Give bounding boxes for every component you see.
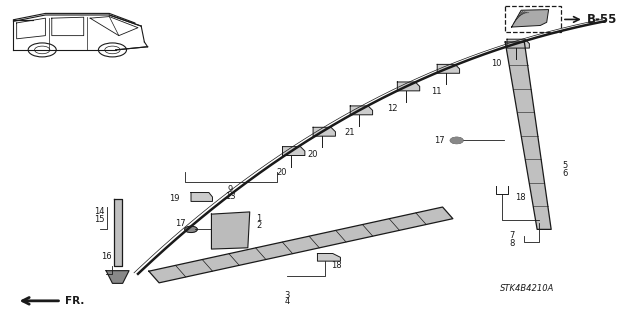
Text: 6: 6 [563, 169, 568, 178]
Text: 13: 13 [225, 192, 236, 202]
Polygon shape [317, 254, 340, 261]
Polygon shape [507, 39, 529, 48]
Text: 21: 21 [344, 128, 355, 137]
Text: 15: 15 [95, 215, 105, 224]
Text: 1: 1 [256, 214, 261, 223]
Polygon shape [149, 207, 453, 283]
Polygon shape [106, 271, 129, 283]
Text: B-55: B-55 [587, 13, 618, 26]
Text: 14: 14 [95, 207, 105, 216]
Text: 3: 3 [284, 291, 289, 300]
Text: 5: 5 [563, 161, 568, 170]
Polygon shape [115, 199, 122, 266]
Text: 18: 18 [515, 193, 525, 202]
Polygon shape [505, 42, 551, 229]
Text: 10: 10 [492, 59, 502, 68]
Text: 17: 17 [434, 136, 445, 145]
Text: 19: 19 [169, 194, 180, 203]
Polygon shape [350, 106, 372, 115]
Text: 18: 18 [332, 261, 342, 270]
Text: 16: 16 [100, 252, 111, 261]
Text: 7: 7 [509, 231, 515, 240]
Text: 4: 4 [284, 297, 289, 306]
Circle shape [184, 226, 197, 233]
Text: 20: 20 [307, 150, 317, 159]
Text: 12: 12 [387, 104, 397, 113]
Polygon shape [313, 127, 335, 136]
Polygon shape [511, 10, 548, 27]
Text: 9: 9 [228, 185, 233, 194]
Text: 20: 20 [276, 168, 287, 177]
FancyBboxPatch shape [505, 6, 561, 33]
Polygon shape [191, 193, 212, 201]
Text: 11: 11 [431, 87, 442, 96]
Polygon shape [211, 212, 250, 249]
Polygon shape [437, 64, 460, 73]
Polygon shape [282, 147, 305, 156]
Text: 2: 2 [256, 221, 261, 230]
Polygon shape [397, 82, 420, 91]
Text: 17: 17 [175, 219, 186, 227]
Circle shape [451, 137, 463, 144]
Text: 8: 8 [509, 239, 515, 248]
Text: STK4B4210A: STK4B4210A [500, 284, 555, 293]
Text: FR.: FR. [65, 296, 84, 306]
